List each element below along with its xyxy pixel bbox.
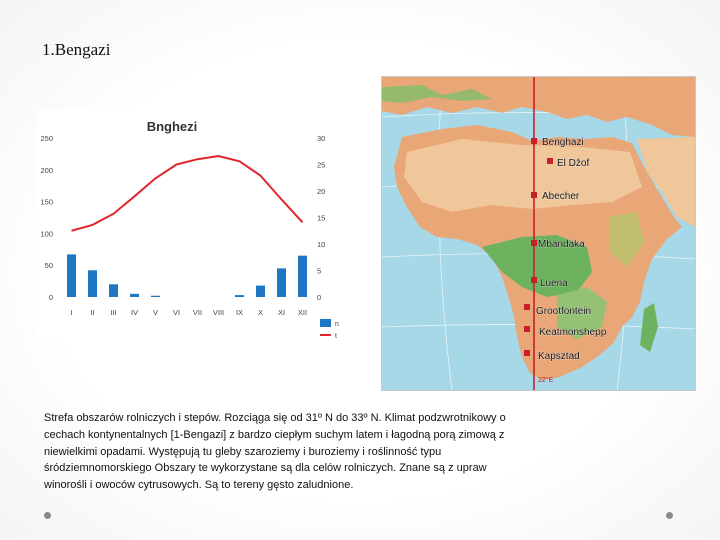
temperature-line: [71, 155, 304, 232]
africa-map-svg: Benghazi El Džof Abecher Mbandaka Luena Groot…: [382, 77, 695, 390]
madagascar: [640, 303, 658, 352]
city-label: Mbandaka: [538, 239, 585, 250]
congo-forest: [482, 235, 592, 297]
city-label: Luena: [540, 278, 568, 289]
city-label: Keatmonshepp: [539, 327, 607, 338]
description-text: Strefa obszarów rolniczych i stepów. Roz…: [44, 412, 506, 492]
city-marker: [531, 138, 537, 144]
slide-title: 1.Bengazi: [42, 40, 111, 59]
bullet-dot-right: [666, 512, 673, 519]
y-right-tick-label: 10: [317, 240, 325, 249]
city-marker: [524, 350, 530, 356]
city-marker: [524, 304, 530, 310]
precipitation-bar: [67, 254, 76, 297]
y-left-tick-label: 200: [40, 166, 53, 175]
x-tick-label: XI: [278, 308, 285, 317]
y-right-tick-label: 30: [317, 134, 325, 143]
city-marker: [531, 277, 537, 283]
precipitation-bar: [88, 270, 97, 297]
city-marker: [531, 240, 537, 246]
precipitation-bar: [235, 295, 244, 297]
europe-forest: [382, 85, 492, 103]
y-right-tick-label: 5: [317, 267, 321, 276]
africa-map: Benghazi El Džof Abecher Mbandaka Luena Groot…: [381, 76, 696, 391]
x-tick-label: IV: [131, 308, 138, 317]
x-tick-label: VI: [173, 308, 180, 317]
y-left-tick-label: 0: [49, 293, 53, 302]
city-label: Grootfontein: [536, 306, 591, 317]
precipitation-bar: [298, 255, 307, 297]
meridian-label: 22°E: [538, 376, 554, 384]
city-label: Abecher: [542, 191, 580, 202]
city-marker: [524, 326, 530, 332]
x-tick-label: IX: [236, 308, 243, 317]
precipitation-bar: [151, 295, 160, 297]
city-label: Benghazi: [542, 137, 584, 148]
y-right-tick-label: 20: [317, 187, 325, 196]
savanna: [557, 287, 607, 339]
x-tick-label: I: [70, 308, 72, 317]
city-marker: [547, 158, 553, 164]
city-marker: [531, 192, 537, 198]
precipitation-bar: [256, 285, 265, 297]
x-tick-label: V: [153, 308, 158, 317]
x-tick-label: VIII: [213, 308, 224, 317]
y-right-tick-label: 15: [317, 214, 325, 223]
legend-label-bar: n: [335, 321, 339, 328]
sahara: [404, 139, 642, 212]
y-left-tick-label: 50: [45, 261, 53, 270]
x-tick-label: VII: [193, 308, 202, 317]
legend-label-line: t: [335, 333, 337, 340]
city-label: Kapsztad: [538, 351, 580, 362]
x-tick-label: X: [258, 308, 263, 317]
city-label: El Džof: [557, 158, 589, 169]
precipitation-bar: [130, 293, 139, 297]
y-left-tick-label: 150: [40, 198, 53, 207]
ethiopian-highlands: [610, 212, 644, 267]
x-tick-label: III: [110, 308, 116, 317]
bullet-dot-left: [44, 512, 51, 519]
arabia-land: [637, 137, 695, 227]
x-tick-label: II: [90, 308, 94, 317]
legend-swatch-bar: [320, 319, 331, 327]
y-right-tick-label: 25: [317, 161, 325, 170]
x-tick-label: XII: [298, 308, 307, 317]
y-right-tick-label: 0: [317, 293, 321, 302]
y-left-tick-label: 250: [40, 134, 53, 143]
precipitation-bar: [277, 268, 286, 297]
y-left-tick-label: 100: [40, 229, 53, 238]
chart-title: Bnghezi: [147, 119, 198, 134]
climate-chart: Bnghezi 250 200 150 100 50 0 30 25 20 15 10 5 0 I II III…: [37, 110, 345, 342]
precipitation-bar: [109, 284, 118, 297]
